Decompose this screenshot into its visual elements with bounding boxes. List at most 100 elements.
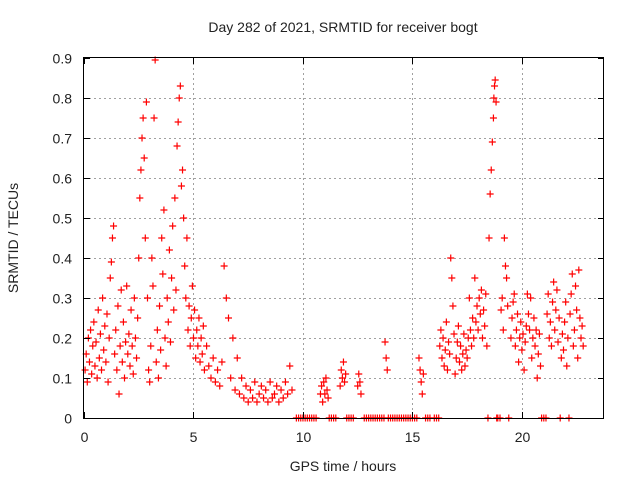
data-point bbox=[320, 378, 328, 386]
data-point bbox=[121, 374, 129, 382]
data-point bbox=[244, 398, 252, 406]
data-point bbox=[448, 274, 456, 282]
x-tick-label: 20 bbox=[515, 429, 531, 445]
data-point bbox=[135, 254, 143, 262]
data-point bbox=[419, 370, 427, 378]
data-point bbox=[551, 326, 559, 334]
data-point bbox=[470, 334, 478, 342]
data-point bbox=[171, 194, 179, 202]
data-point bbox=[339, 358, 347, 366]
data-point bbox=[192, 354, 200, 362]
data-point bbox=[231, 386, 239, 394]
data-point bbox=[214, 366, 222, 374]
data-point bbox=[187, 314, 195, 322]
data-point bbox=[154, 374, 162, 382]
y-axis-label: SRMTID / TECUs bbox=[5, 183, 21, 293]
data-point bbox=[160, 206, 168, 214]
data-point bbox=[436, 342, 444, 350]
data-point bbox=[119, 318, 127, 326]
data-point bbox=[510, 290, 518, 298]
data-point bbox=[321, 390, 329, 398]
data-point bbox=[561, 318, 569, 326]
data-point bbox=[381, 338, 389, 346]
data-point bbox=[416, 366, 424, 374]
data-point bbox=[324, 394, 332, 402]
data-point bbox=[576, 314, 584, 322]
data-point bbox=[354, 382, 362, 390]
data-point bbox=[457, 342, 465, 350]
data-point bbox=[472, 318, 480, 326]
data-point bbox=[463, 354, 471, 362]
data-point bbox=[255, 390, 263, 398]
data-point bbox=[200, 366, 208, 374]
data-point bbox=[509, 298, 517, 306]
data-point bbox=[553, 286, 561, 294]
data-point bbox=[172, 286, 180, 294]
data-point bbox=[288, 386, 296, 394]
data-point bbox=[98, 366, 106, 374]
data-point bbox=[189, 334, 197, 342]
data-point bbox=[87, 326, 95, 334]
data-point bbox=[198, 350, 206, 358]
data-point bbox=[268, 394, 276, 402]
data-point bbox=[443, 366, 451, 374]
data-point bbox=[95, 354, 103, 362]
data-point bbox=[447, 254, 455, 262]
data-point bbox=[462, 346, 470, 354]
data-point bbox=[531, 342, 539, 350]
data-point bbox=[485, 234, 493, 242]
x-tick-label: 0 bbox=[81, 429, 89, 445]
data-point bbox=[286, 362, 294, 370]
data-point bbox=[101, 322, 109, 330]
x-axis-label: GPS time / hours bbox=[290, 458, 397, 474]
data-point bbox=[124, 350, 132, 358]
y-tick-label: 0.5 bbox=[53, 211, 73, 227]
data-point bbox=[284, 390, 292, 398]
data-point bbox=[461, 362, 469, 370]
data-point bbox=[515, 358, 523, 366]
data-point bbox=[137, 166, 145, 174]
data-point bbox=[466, 326, 474, 334]
data-point bbox=[471, 274, 479, 282]
data-point bbox=[129, 370, 137, 378]
data-point bbox=[459, 350, 467, 358]
data-point bbox=[527, 294, 535, 302]
data-point bbox=[575, 266, 583, 274]
data-point bbox=[474, 326, 482, 334]
data-point bbox=[445, 338, 453, 346]
data-point bbox=[336, 382, 344, 390]
data-point bbox=[179, 166, 187, 174]
data-point bbox=[103, 310, 111, 318]
data-point bbox=[355, 370, 363, 378]
axis-ticks bbox=[84, 58, 604, 419]
data-point bbox=[418, 390, 426, 398]
data-point bbox=[229, 334, 237, 342]
y-tick-label: 0.8 bbox=[53, 91, 73, 107]
data-point bbox=[105, 334, 113, 342]
data-point bbox=[454, 322, 462, 330]
data-point bbox=[242, 382, 250, 390]
data-point bbox=[557, 354, 565, 362]
data-point bbox=[535, 330, 543, 338]
data-point bbox=[537, 362, 545, 370]
data-point bbox=[453, 338, 461, 346]
y-tick-label: 0.9 bbox=[53, 51, 73, 67]
data-point bbox=[139, 114, 147, 122]
data-point bbox=[546, 318, 554, 326]
data-point bbox=[140, 154, 148, 162]
data-point bbox=[257, 382, 265, 390]
data-point bbox=[148, 254, 156, 262]
data-point bbox=[440, 362, 448, 370]
data-point bbox=[512, 326, 520, 334]
data-point bbox=[163, 294, 171, 302]
data-point bbox=[383, 366, 391, 374]
data-point bbox=[563, 362, 571, 370]
data-point bbox=[153, 326, 161, 334]
data-point bbox=[475, 294, 483, 302]
data-point bbox=[220, 262, 228, 270]
data-point bbox=[483, 342, 491, 350]
data-point bbox=[158, 234, 166, 242]
data-point bbox=[570, 326, 578, 334]
data-point bbox=[281, 378, 289, 386]
data-point bbox=[533, 374, 541, 382]
